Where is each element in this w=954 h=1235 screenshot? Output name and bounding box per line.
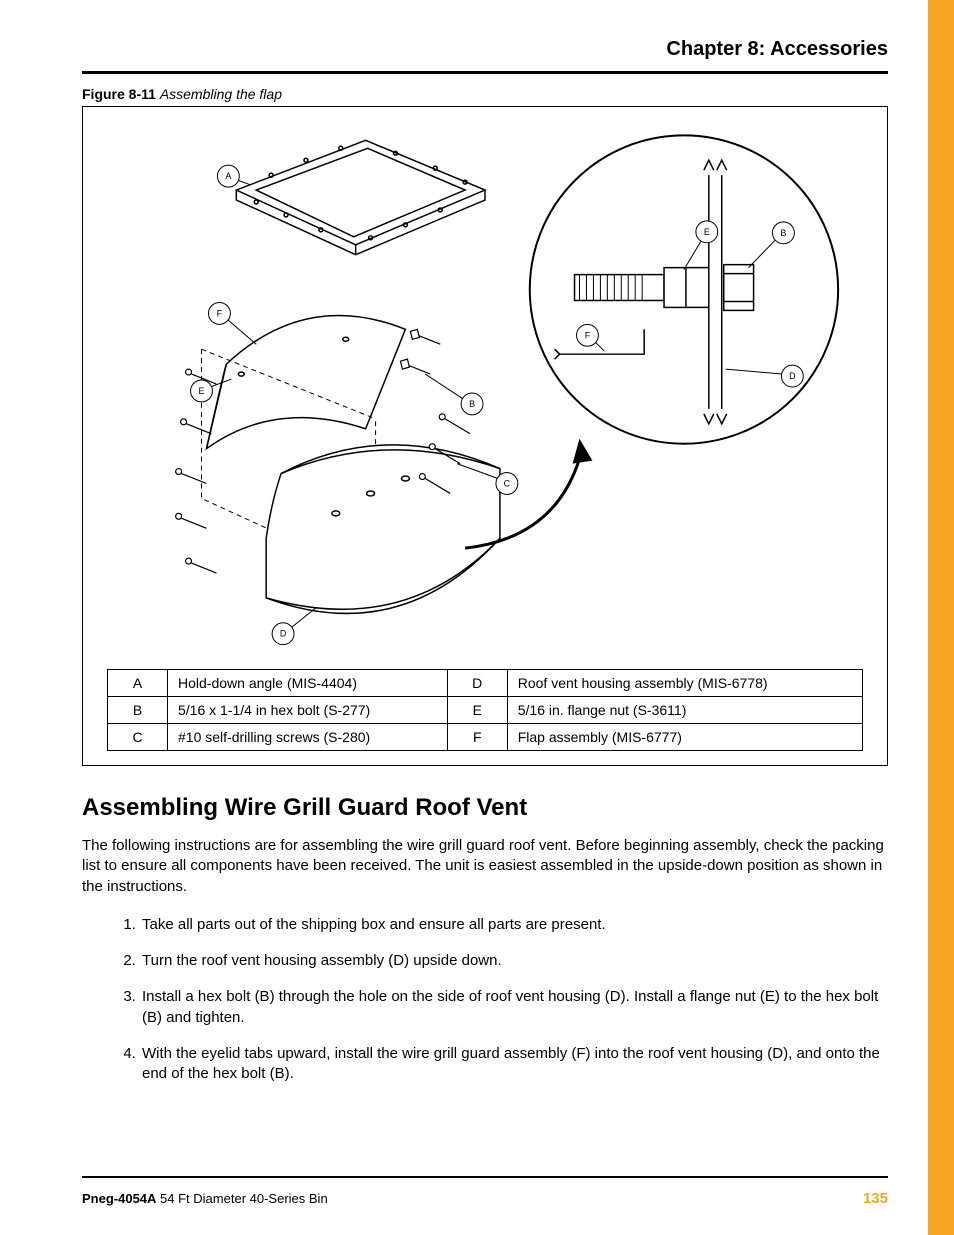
callout-e: E: [199, 386, 205, 396]
step-item: Take all parts out of the shipping box a…: [140, 915, 888, 935]
section-heading: Assembling Wire Grill Guard Roof Vent: [82, 794, 888, 822]
figure-box: A F E B C D E B F D A Hold-down angle (M…: [82, 106, 888, 766]
part-desc: 5/16 in. flange nut (S-3611): [507, 697, 862, 724]
table-row: A Hold-down angle (MIS-4404) D Roof vent…: [108, 670, 863, 697]
step-item: Install a hex bolt (B) through the hole …: [140, 987, 888, 1028]
page-number: 135: [863, 1190, 888, 1207]
figure-caption: Figure 8-11 Assembling the flap: [82, 86, 888, 102]
step-list: Take all parts out of the shipping box a…: [82, 915, 888, 1085]
part-key: B: [108, 697, 168, 724]
part-key: F: [447, 724, 507, 751]
part-key: D: [447, 670, 507, 697]
detail-callout-d: D: [789, 371, 796, 381]
part-desc: Roof vent housing assembly (MIS-6778): [507, 670, 862, 697]
chapter-title: Chapter 8: Accessories: [82, 38, 888, 74]
doc-code: Pneg-4054A: [82, 1191, 156, 1206]
callout-d: D: [280, 629, 287, 639]
callout-c: C: [504, 479, 511, 489]
page-content: Chapter 8: Accessories Figure 8-11 Assem…: [0, 0, 928, 1100]
parts-table: A Hold-down angle (MIS-4404) D Roof vent…: [107, 669, 863, 751]
document-id: Pneg-4054A 54 Ft Diameter 40-Series Bin: [82, 1191, 328, 1206]
detail-callout-e: E: [704, 227, 710, 237]
detail-callout-f: F: [585, 330, 591, 340]
part-desc: Hold-down angle (MIS-4404): [168, 670, 448, 697]
callout-a: A: [225, 171, 231, 181]
part-desc: 5/16 x 1-1/4 in hex bolt (S-277): [168, 697, 448, 724]
detail-callout-b: B: [780, 228, 786, 238]
figure-title: Assembling the flap: [160, 86, 282, 102]
accent-sidebar: [928, 0, 954, 1235]
step-item: Turn the roof vent housing assembly (D) …: [140, 951, 888, 971]
table-row: C #10 self-drilling screws (S-280) F Fla…: [108, 724, 863, 751]
doc-title: 54 Ft Diameter 40-Series Bin: [160, 1191, 328, 1206]
table-row: B 5/16 x 1-1/4 in hex bolt (S-277) E 5/1…: [108, 697, 863, 724]
callout-f: F: [217, 308, 223, 318]
part-desc: Flap assembly (MIS-6777): [507, 724, 862, 751]
part-key: C: [108, 724, 168, 751]
callout-b: B: [469, 399, 475, 409]
intro-paragraph: The following instructions are for assem…: [82, 836, 888, 897]
figure-number: Figure 8-11: [82, 86, 156, 102]
part-desc: #10 self-drilling screws (S-280): [168, 724, 448, 751]
part-key: E: [447, 697, 507, 724]
page-footer: Pneg-4054A 54 Ft Diameter 40-Series Bin …: [82, 1176, 888, 1207]
step-item: With the eyelid tabs upward, install the…: [140, 1044, 888, 1085]
assembly-diagram: A F E B C D E B F D: [107, 119, 863, 659]
part-key: A: [108, 670, 168, 697]
